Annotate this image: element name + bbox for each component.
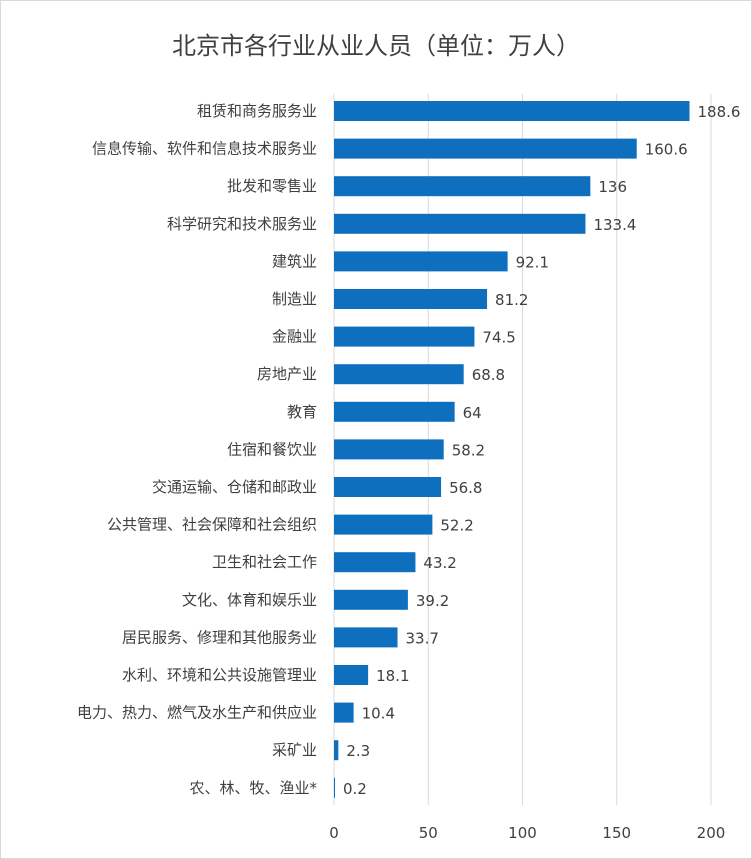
bar (334, 364, 464, 385)
data-label: 58.2 (452, 441, 485, 459)
category-label: 农、林、牧、渔业* (189, 779, 317, 797)
category-label: 文化、体育和娱乐业 (182, 591, 317, 609)
data-label: 56.8 (449, 479, 482, 497)
bar (334, 213, 586, 234)
bar (334, 101, 690, 121)
bar (334, 439, 444, 460)
category-label: 建筑业 (272, 252, 317, 270)
data-label: 81.2 (495, 291, 528, 309)
data-label: 0.2 (343, 780, 367, 798)
x-tick-label: 200 (697, 824, 726, 842)
category-label: 制造业 (272, 290, 317, 308)
bar (334, 665, 369, 685)
data-label: 64 (463, 404, 482, 422)
category-label: 租赁和商务服务业 (197, 102, 317, 120)
x-tick-label: 50 (419, 824, 438, 842)
category-label: 公共管理、社会保障和社会组织 (107, 516, 317, 534)
data-label: 188.6 (698, 103, 741, 121)
x-axis-tick-labels: 0 50 100 150 200 (329, 824, 725, 842)
category-label: 电力、热力、燃气及水生产和供应业 (77, 704, 317, 722)
bar (334, 289, 488, 309)
bar (334, 589, 408, 610)
data-label: 136 (598, 178, 627, 196)
bar (334, 477, 442, 497)
category-label: 居民服务、修理和其他服务业 (122, 628, 317, 646)
x-tick-label: 0 (329, 824, 339, 842)
data-label: 2.3 (346, 742, 370, 760)
data-label: 52.2 (440, 517, 473, 535)
category-label: 批发和零售业 (227, 177, 317, 195)
bar (334, 401, 455, 422)
bar (334, 552, 416, 573)
data-label: 39.2 (416, 592, 449, 610)
category-label: 水利、环境和公共设施管理业 (122, 666, 317, 684)
chart-title: 北京市各行业从业人员（单位：万人） (172, 32, 580, 60)
category-label: 教育 (287, 403, 317, 421)
category-label: 卫生和社会工作 (212, 553, 317, 571)
bar (334, 326, 475, 347)
x-tick-label: 150 (602, 824, 631, 842)
data-label: 160.6 (645, 141, 688, 159)
x-tick-label: 100 (508, 824, 537, 842)
bar (334, 777, 335, 798)
category-label: 金融业 (272, 328, 317, 346)
data-label: 10.4 (362, 705, 395, 723)
data-label: 43.2 (423, 554, 456, 572)
category-label: 房地产业 (257, 365, 317, 383)
bar (334, 176, 591, 197)
data-labels: 188.6 160.6 136 133.4 92.1 81.2 74.5 68.8 64 58.2… (343, 103, 740, 798)
bar (334, 138, 637, 159)
data-label: 92.1 (516, 253, 549, 271)
data-label: 68.8 (472, 366, 505, 384)
category-label: 住宿和餐饮业 (227, 440, 317, 458)
data-label: 74.5 (482, 329, 515, 347)
data-label: 33.7 (406, 629, 439, 647)
category-label: 科学研究和技术服务业 (167, 215, 317, 233)
category-labels: 租赁和商务服务业信息传输、软件和信息技术服务业批发和零售业科学研究和技术服务业建… (77, 102, 318, 797)
bar (334, 627, 398, 648)
category-label: 采矿业 (272, 741, 317, 759)
data-label: 18.1 (376, 667, 409, 685)
bar (334, 702, 354, 723)
data-label: 133.4 (593, 216, 636, 234)
category-label: 交通运输、仓储和邮政业 (152, 478, 317, 496)
category-label: 信息传输、软件和信息技术服务业 (92, 140, 317, 158)
bars (334, 101, 690, 798)
bar (334, 514, 433, 535)
bar (334, 740, 339, 761)
bar (334, 251, 508, 272)
